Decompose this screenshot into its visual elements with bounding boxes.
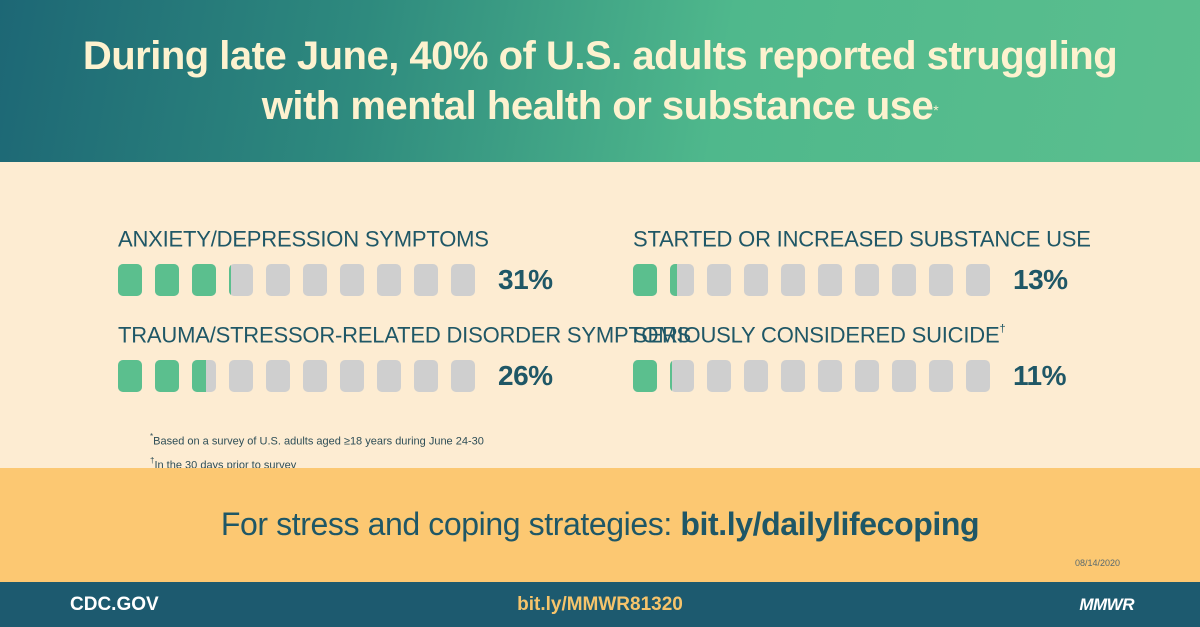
metric-label: TRAUMA/STRESSOR-RELATED DISORDER SYMPTOM… <box>118 316 691 348</box>
page-title-line-2-text: with mental health or substance use <box>261 84 934 128</box>
metric-squares <box>118 360 578 392</box>
metric-label: SERIOUSLY CONSIDERED SUICIDE† <box>633 316 1006 348</box>
metric-value: 31% <box>498 264 553 295</box>
unit-square <box>781 264 805 296</box>
unit-square <box>744 360 768 392</box>
metric-squares <box>118 264 578 296</box>
unit-fill <box>155 264 179 296</box>
unit-fill <box>670 360 673 392</box>
unit-fill <box>118 360 142 392</box>
unit-square <box>707 264 731 296</box>
unit-fill <box>155 360 179 392</box>
unit-square <box>266 264 290 296</box>
unit-square <box>451 264 475 296</box>
unit-square <box>340 360 364 392</box>
footer-bar: CDC.GOV bit.ly/MMWR81320 MMWR <box>0 582 1200 627</box>
publish-date: 08/14/2020 <box>1074 558 1120 568</box>
footnote-mark: * <box>150 432 154 441</box>
unit-fill <box>192 264 216 296</box>
unit-square <box>670 360 694 392</box>
unit-fill <box>192 360 207 392</box>
metric-label-text: TRAUMA/STRESSOR-RELATED DISORDER SYMPTOM… <box>118 322 691 348</box>
metric-value: 11% <box>1013 360 1067 391</box>
page-title-line-1: During late June, 40% of U.S. adults rep… <box>82 34 1118 78</box>
unit-square <box>818 360 842 392</box>
unit-square <box>966 264 990 296</box>
unit-square <box>340 264 364 296</box>
header-banner: During late June, 40% of U.S. adults rep… <box>0 0 1200 162</box>
title-footnote-mark: * <box>933 102 939 118</box>
metric-label: STARTED OR INCREASED SUBSTANCE USE <box>633 220 1091 252</box>
unit-square <box>118 360 142 392</box>
unit-square <box>707 360 731 392</box>
unit-fill <box>118 264 142 296</box>
unit-fill <box>633 264 657 296</box>
metric-value: 13% <box>1013 264 1068 295</box>
unit-square <box>781 360 805 392</box>
unit-square <box>266 360 290 392</box>
unit-square <box>303 264 327 296</box>
unit-square <box>377 360 401 392</box>
cta-banner: For stress and coping strategies: bit.ly… <box>0 468 1200 582</box>
unit-square <box>229 360 253 392</box>
unit-square <box>414 360 438 392</box>
unit-square <box>633 264 657 296</box>
unit-square <box>118 264 142 296</box>
mmwr-report-link[interactable]: bit.ly/MMWR81320 <box>517 594 683 615</box>
cta-prefix: For stress and coping strategies: <box>220 506 681 542</box>
coping-link[interactable]: bit.ly/dailylifecoping <box>680 506 980 542</box>
unit-square <box>192 360 216 392</box>
metric-value: 26% <box>498 360 553 391</box>
metric-label-text: SERIOUSLY CONSIDERED SUICIDE <box>633 322 1000 348</box>
footnote-survey: *Based on a survey of U.S. adults aged ≥… <box>150 428 484 452</box>
unit-square <box>929 264 953 296</box>
unit-square <box>855 264 879 296</box>
unit-square <box>892 360 916 392</box>
metric-squares <box>633 360 1093 392</box>
metric-substance-use: STARTED OR INCREASED SUBSTANCE USE 13% <box>633 220 1091 296</box>
unit-square <box>966 360 990 392</box>
chart-panel <box>0 162 1200 468</box>
metric-label-text: STARTED OR INCREASED SUBSTANCE USE <box>633 226 1091 252</box>
unit-square <box>670 264 694 296</box>
unit-square <box>155 360 179 392</box>
page-title-line-2: with mental health or substance use* <box>262 81 939 131</box>
unit-square <box>377 264 401 296</box>
unit-square <box>818 264 842 296</box>
cdc-link[interactable]: CDC.GOV <box>70 594 159 615</box>
footnote-text: Based on a survey of U.S. adults aged ≥1… <box>153 435 484 448</box>
unit-square <box>744 264 768 296</box>
unit-square <box>855 360 879 392</box>
metric-label: ANXIETY/DEPRESSION SYMPTOMS <box>118 220 489 252</box>
metric-anxiety-depression: ANXIETY/DEPRESSION SYMPTOMS 31% <box>118 220 553 296</box>
metric-squares <box>633 264 1093 296</box>
unit-fill <box>670 264 678 296</box>
metric-trauma-stressor: TRAUMA/STRESSOR-RELATED DISORDER SYMPTOM… <box>118 316 691 392</box>
unit-square <box>155 264 179 296</box>
metric-suicide: SERIOUSLY CONSIDERED SUICIDE† 11% <box>633 316 1067 392</box>
mmwr-logo: MMWR <box>1079 595 1134 614</box>
unit-fill <box>229 264 232 296</box>
unit-fill <box>633 360 657 392</box>
cta-text: For stress and coping strategies: bit.ly… <box>0 506 1200 543</box>
unit-square <box>192 264 216 296</box>
unit-square <box>414 264 438 296</box>
metric-label-mark: † <box>999 323 1006 335</box>
unit-square <box>633 360 657 392</box>
unit-square <box>892 264 916 296</box>
unit-square <box>229 264 253 296</box>
unit-square <box>929 360 953 392</box>
unit-square <box>303 360 327 392</box>
metric-label-text: ANXIETY/DEPRESSION SYMPTOMS <box>118 226 489 252</box>
unit-square <box>451 360 475 392</box>
footnote-mark: † <box>150 455 155 465</box>
